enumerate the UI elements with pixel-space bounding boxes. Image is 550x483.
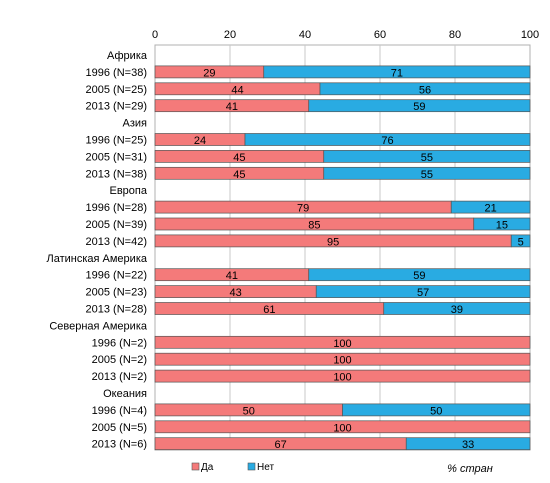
data-label: 41	[226, 270, 238, 282]
row-label: 2005 (N=5)	[92, 422, 147, 434]
bar-segment-no	[315, 285, 531, 298]
group-label: Океания	[103, 388, 147, 400]
row-label: 2005 (N=31)	[86, 151, 147, 163]
row-label: 2005 (N=39)	[86, 219, 147, 231]
data-label: 100	[333, 355, 351, 367]
bar-segment-no	[510, 234, 531, 248]
bar-segment-no	[342, 403, 531, 417]
data-label: 100	[333, 422, 351, 434]
data-label: 45	[233, 169, 245, 181]
data-label: 21	[485, 203, 497, 215]
row-label: 2013 (N=28)	[86, 304, 147, 316]
legend-label: Нет	[257, 462, 274, 473]
data-label: 95	[327, 236, 339, 248]
data-label: 59	[413, 270, 425, 282]
data-label: 50	[243, 405, 255, 417]
bar-segment-no	[383, 302, 531, 315]
x-tick-label: 0	[152, 29, 158, 41]
row-label: 2005 (N=2)	[92, 354, 147, 366]
data-label: 44	[231, 84, 243, 96]
group-label: Латинская Америка	[47, 253, 148, 265]
data-label: 41	[226, 101, 238, 113]
data-label: 71	[391, 67, 403, 79]
row-label: 1996 (N=28)	[86, 202, 147, 214]
x-tick-label: 20	[224, 29, 236, 41]
x-tick-label: 80	[449, 29, 461, 41]
row-label: 2013 (N=29)	[86, 101, 147, 113]
data-label: 67	[275, 439, 287, 451]
row-label: 2013 (N=38)	[86, 168, 147, 180]
x-axis-label: % стран	[447, 463, 493, 475]
data-label: 56	[419, 84, 431, 96]
data-label: 55	[421, 152, 433, 164]
bar-segment-no	[405, 437, 531, 451]
data-label: 45	[233, 152, 245, 164]
x-tick-label: 60	[374, 29, 386, 41]
data-label: 50	[430, 405, 442, 417]
data-label: 100	[333, 338, 351, 350]
x-tick-label: 40	[299, 29, 311, 41]
group-label: Азия	[123, 118, 148, 130]
bar-segment-no	[319, 82, 531, 96]
group-label: Африка	[107, 50, 148, 62]
data-label: 55	[421, 169, 433, 181]
data-label: 33	[462, 439, 474, 451]
data-label: 24	[194, 135, 206, 147]
row-label: 2005 (N=23)	[86, 287, 147, 299]
row-label: 1996 (N=25)	[86, 135, 147, 147]
bar-segment-no	[450, 200, 531, 214]
data-label: 61	[263, 304, 275, 316]
row-label: 1996 (N=38)	[86, 67, 147, 79]
bar-segment-no	[308, 99, 531, 113]
data-label: 43	[230, 287, 242, 299]
x-tick-labels: 0 20 40 60 80 100	[152, 29, 539, 41]
bars: 29 71 44 56 41 59 24 76 45 55 45 55 79 21 85 15 95 5 41 59 4…	[154, 65, 531, 451]
bar-segment-no	[473, 217, 531, 231]
bar-segment-yes	[154, 335, 531, 349]
data-label: 39	[451, 304, 463, 316]
data-label: 5	[518, 236, 524, 248]
row-label: 1996 (N=4)	[92, 405, 147, 417]
bar-segment-no	[244, 133, 531, 146]
bar-segment-yes	[154, 352, 531, 366]
row-label: 2013 (N=42)	[86, 236, 147, 248]
legend-swatch	[191, 462, 200, 471]
data-label: 29	[203, 67, 215, 79]
data-label: 59	[413, 101, 425, 113]
bar-segment-no	[263, 65, 531, 79]
bar-segment-no	[323, 150, 531, 163]
bar-segment-yes	[154, 420, 531, 434]
data-label: 100	[333, 372, 351, 384]
data-label: 79	[297, 203, 309, 215]
row-label: 2013 (N=6)	[92, 439, 147, 451]
data-label: 15	[496, 220, 508, 232]
data-label: 85	[308, 220, 320, 232]
bar-segment-no	[323, 166, 531, 180]
bar-segment-no	[308, 268, 531, 282]
gridlines	[229, 45, 456, 450]
row-label: 1996 (N=22)	[86, 270, 147, 282]
row-label: 2005 (N=25)	[86, 84, 147, 96]
legend: Да Нет	[191, 462, 274, 473]
group-label: Северная Америка	[49, 320, 148, 332]
x-tick-label: 100	[521, 29, 539, 41]
category-labels: Африка 1996 (N=38) 2005 (N=25) 2013 (N=29) А…	[47, 50, 148, 451]
row-label: 2013 (N=2)	[92, 371, 147, 383]
data-label: 57	[417, 287, 429, 299]
row-label: 1996 (N=2)	[92, 337, 147, 349]
legend-swatch	[247, 462, 256, 471]
plot-area	[154, 44, 531, 451]
group-label: Европа	[110, 185, 148, 197]
data-label: 76	[381, 135, 393, 147]
bar-segment-yes	[154, 369, 531, 383]
legend-label: Да	[201, 462, 214, 473]
